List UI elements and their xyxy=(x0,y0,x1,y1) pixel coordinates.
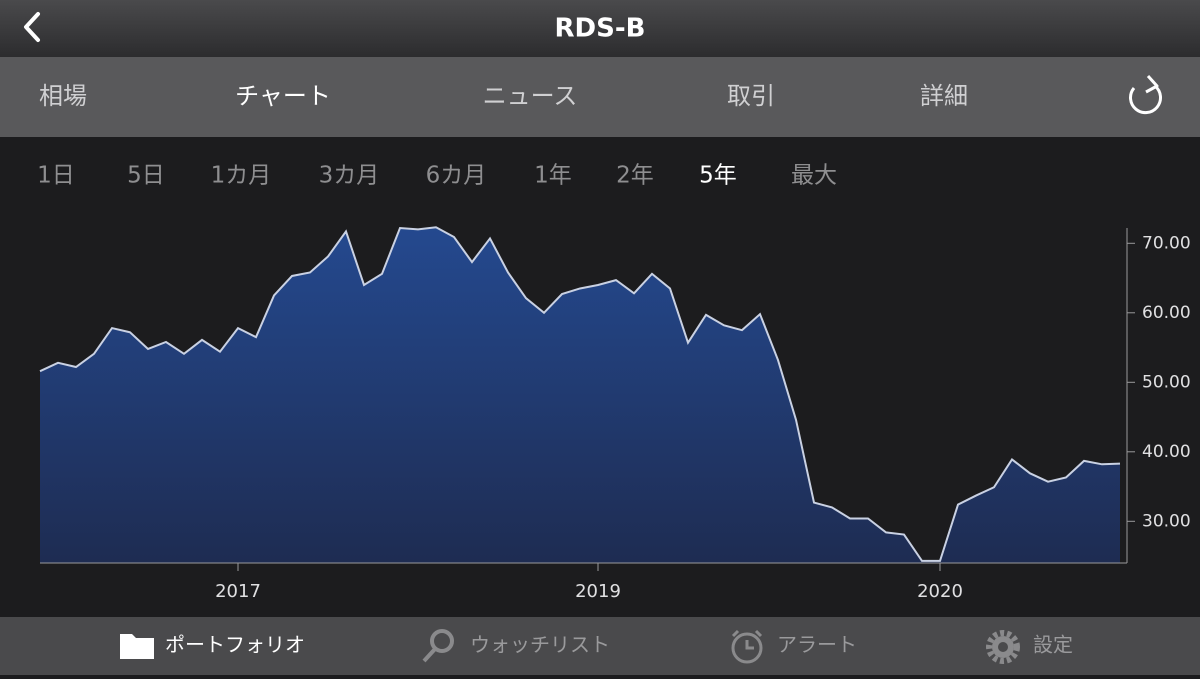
header-bar xyxy=(0,0,1200,57)
gear-icon xyxy=(986,630,1020,664)
bottom-tab[interactable]: ポートフォリオ xyxy=(165,633,305,657)
range-button[interactable]: 2年 xyxy=(616,163,654,189)
tab[interactable]: 相場 xyxy=(39,82,87,110)
range-button[interactable]: 6カ月 xyxy=(426,163,487,189)
price-line xyxy=(39,226,1121,562)
area-fill xyxy=(40,227,1120,563)
search-icon xyxy=(422,629,454,663)
back-button[interactable] xyxy=(24,12,40,42)
range-button[interactable]: 1年 xyxy=(534,163,572,189)
bottom-tab[interactable]: ウォッチリスト xyxy=(470,633,610,657)
y-tick-label: 40.00 xyxy=(1142,442,1191,462)
header-title: RDS-B xyxy=(555,14,646,44)
y-tick-label: 70.00 xyxy=(1142,233,1191,253)
tab[interactable]: 詳細 xyxy=(920,82,968,110)
range-button[interactable]: 5年 xyxy=(699,163,737,189)
refresh-button[interactable] xyxy=(1129,74,1163,115)
range-button[interactable]: 1日 xyxy=(37,163,75,189)
bottom-tab[interactable]: アラート xyxy=(777,633,857,657)
bottom-tab[interactable]: 設定 xyxy=(1033,633,1073,657)
range-button[interactable]: 5日 xyxy=(127,163,165,189)
alarm-icon xyxy=(731,629,763,664)
range-button[interactable]: 1カ月 xyxy=(211,163,272,189)
tab[interactable]: チャート xyxy=(235,82,331,110)
y-tick-label: 30.00 xyxy=(1142,511,1191,531)
y-tick-label: 50.00 xyxy=(1142,372,1191,392)
x-tick-label: 2020 xyxy=(917,581,963,602)
tab-bar xyxy=(0,57,1200,137)
range-button[interactable]: 最大 xyxy=(791,163,837,189)
tab[interactable]: ニュース xyxy=(483,82,578,110)
x-tick-label: 2019 xyxy=(575,581,621,602)
tab[interactable]: 取引 xyxy=(727,82,775,110)
folder-icon xyxy=(120,634,154,659)
y-tick-label: 60.00 xyxy=(1142,303,1191,323)
x-tick-label: 2017 xyxy=(215,581,261,602)
range-button[interactable]: 3カ月 xyxy=(319,163,380,189)
